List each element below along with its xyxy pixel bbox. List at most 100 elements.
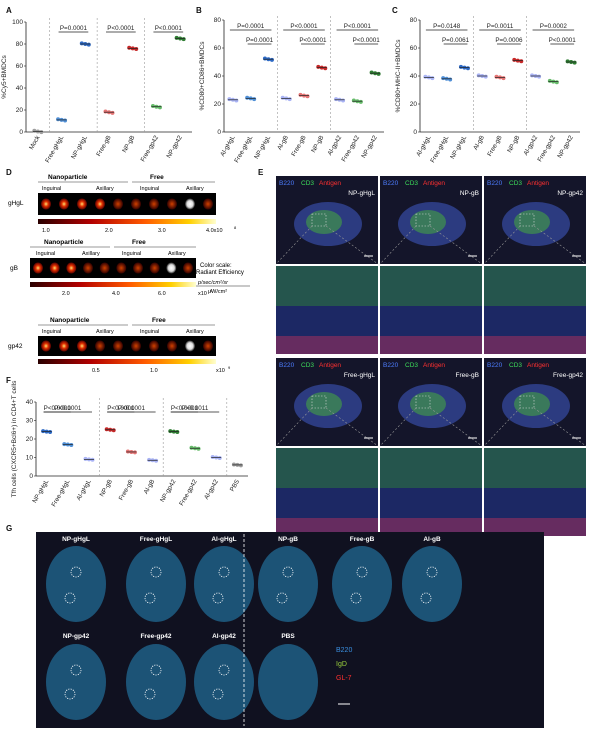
sample-title: Free-gB	[456, 372, 479, 379]
germinal-center	[64, 592, 76, 604]
x-tick-label: Free-gB	[95, 135, 112, 158]
panel-e-overlay: B220 CD3 Antigen NP-gHgL B220 CD3 Antigen NP-gB…	[276, 180, 586, 536]
data-point	[334, 97, 339, 102]
lymph-node-section	[258, 546, 318, 622]
channel-label: Antigen	[319, 362, 341, 369]
significance-label: P=0.0061	[442, 37, 470, 44]
g-sample-title: NP-gp42	[63, 633, 90, 640]
lymph-node-signal	[59, 198, 69, 210]
lymph-node-signal	[185, 340, 195, 352]
zoom-tcell-region	[276, 266, 378, 306]
data-point	[572, 60, 577, 65]
significance-label: P<0.0001	[107, 405, 135, 412]
zoom-antigen-region	[484, 336, 586, 354]
germinal-center	[144, 592, 156, 604]
zoom-antigen-region	[380, 336, 482, 354]
data-point	[565, 59, 570, 64]
x-tick-label: NP-gB	[506, 135, 521, 155]
data-point	[376, 71, 381, 76]
d-ghgl-sub-1: Inguinal	[42, 186, 61, 192]
d-gp42-sub-2: Axillary	[96, 329, 114, 335]
data-point	[62, 442, 67, 447]
y-tick-label: 60	[214, 45, 222, 52]
zoom-box	[415, 395, 431, 409]
tcell-zone	[306, 210, 342, 234]
d-colorscale-den: μW/cm²	[208, 289, 227, 295]
channel-label: CD3	[509, 362, 522, 369]
data-point	[231, 462, 236, 467]
zoom-tcell-region	[276, 448, 378, 488]
data-point	[287, 97, 292, 102]
data-point	[32, 128, 37, 133]
lymph-node-section	[194, 546, 254, 622]
sample-title: NP-gp42	[557, 190, 583, 197]
d-gb-sub-4: Axillary	[168, 251, 186, 257]
d-gb-tick-3: 6.0	[158, 291, 166, 297]
significance-label: P=0.0011	[487, 23, 514, 30]
d-gp42-unit: x10	[216, 368, 225, 374]
zoom-tcell-region	[380, 448, 482, 488]
d-gp42-header-free: Free	[152, 317, 166, 324]
y-tick-label: 10	[26, 455, 34, 462]
zoom-guide	[325, 225, 379, 265]
lymph-node-signal	[41, 198, 51, 210]
germinal-center	[426, 566, 438, 578]
zoom-guide	[276, 407, 313, 447]
data-point	[269, 57, 274, 62]
data-point	[494, 74, 499, 79]
data-point	[132, 450, 137, 455]
data-point	[63, 118, 68, 123]
data-point	[175, 430, 180, 435]
tcell-zone	[514, 392, 550, 416]
germinal-center	[144, 688, 156, 700]
zoom-tcell-region	[484, 266, 586, 306]
y-tick-label: 20	[214, 101, 222, 108]
zoom-guide	[379, 407, 417, 447]
data-point	[217, 455, 222, 460]
channel-label: B220	[279, 362, 295, 369]
d-gp42-tick-1: 0.5	[92, 368, 100, 374]
lymph-node-signal	[83, 262, 93, 274]
panel-label-a: A	[6, 6, 12, 15]
data-point	[150, 104, 155, 109]
significance-label: P=0.0002	[540, 23, 568, 30]
data-point	[174, 35, 179, 40]
data-point	[48, 430, 53, 435]
g-legend-label: IgD	[336, 661, 347, 668]
channel-label: Antigen	[527, 362, 549, 369]
y-tick-label: 30	[26, 418, 34, 425]
lymph-node-signal	[116, 262, 127, 274]
zoom-guide	[429, 225, 483, 265]
y-axis-label: Tfh cells (CXCR5+Bcl6+) in CD4+T cells	[11, 380, 18, 497]
data-point	[69, 442, 74, 447]
x-tick-label: Al-gB	[276, 135, 290, 152]
channel-label: B220	[487, 362, 503, 369]
germinal-center	[282, 566, 294, 578]
significance-label: P<0.0001	[344, 23, 372, 30]
lymph-node-signal	[167, 198, 177, 210]
g-legend-label: B220	[336, 647, 352, 654]
x-tick-label: Al-gHgL	[415, 134, 433, 158]
lymph-node-section	[258, 644, 318, 720]
channel-label: CD3	[405, 180, 418, 187]
data-point	[104, 427, 109, 432]
x-tick-label: Free-gB	[486, 135, 503, 158]
lymph-node-signal	[49, 262, 60, 274]
g-sample-title: Free-gB	[350, 536, 375, 543]
y-tick-label: 0	[217, 129, 221, 136]
sample-title: NP-gHgL	[348, 190, 375, 197]
tcell-zone	[410, 210, 446, 234]
lymph-node-signal	[66, 262, 77, 274]
data-point	[157, 105, 162, 110]
germinal-center	[420, 592, 432, 604]
channel-label: B220	[383, 362, 399, 369]
x-tick-label: Al-gHgL	[75, 478, 93, 502]
significance-label: P=0.0148	[433, 23, 461, 30]
chart-f: 0 10 20 30 40 Tfh cells (CXCR5+Bcl6+) in CD4+…	[11, 380, 248, 508]
d-gb-header-free: Free	[132, 239, 146, 246]
zoom-box	[519, 395, 535, 409]
germinal-center	[70, 566, 82, 578]
lymph-node-signal	[99, 262, 110, 274]
lymph-node-section	[46, 546, 106, 622]
x-tick-label: Free-gp42	[178, 478, 199, 507]
